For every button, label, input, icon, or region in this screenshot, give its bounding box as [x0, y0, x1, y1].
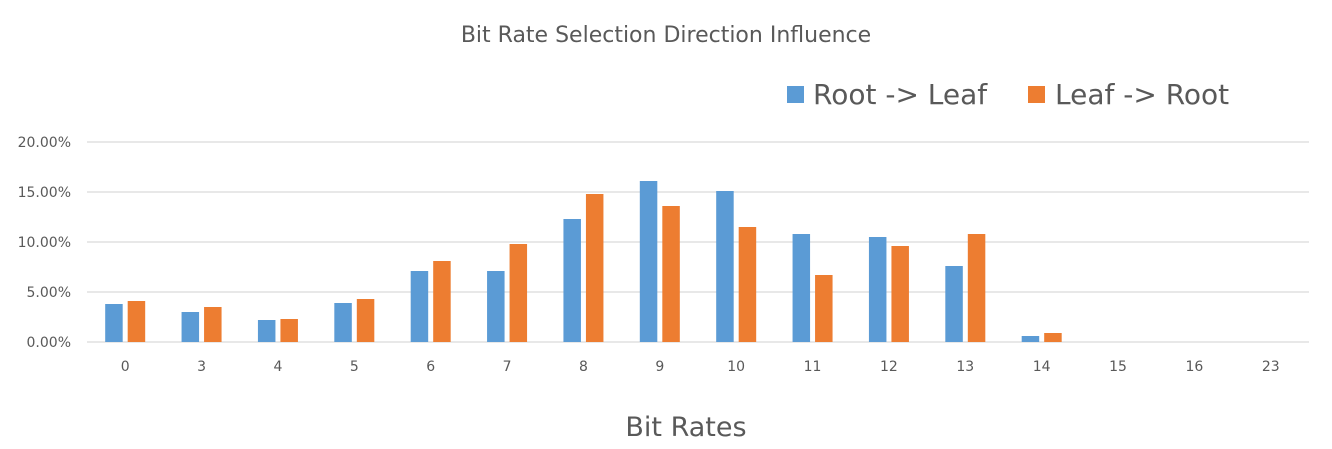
legend-label-leaf-to-root: Leaf -> Root — [1055, 78, 1229, 111]
bar-root-to-leaf — [181, 312, 200, 342]
bar-leaf-to-root — [127, 301, 146, 342]
bar-root-to-leaf — [105, 304, 123, 342]
x-tick-label: 15 — [1109, 359, 1127, 375]
x-axis-label: Bit Rates — [625, 412, 746, 443]
bar-leaf-to-root — [585, 194, 604, 342]
x-tick-label: 7 — [503, 359, 512, 375]
x-tick-label: 8 — [579, 359, 588, 375]
x-tick-label: 12 — [880, 359, 898, 375]
bar-root-to-leaf — [410, 271, 429, 342]
y-axis-tick-labels: 0.00% 5.00% 10.00% 15.00% 20.00% — [18, 135, 71, 351]
gridlines — [87, 141, 1309, 343]
bar-root-to-leaf — [868, 237, 887, 342]
bar-leaf-to-root — [1044, 333, 1062, 342]
bar-root-to-leaf — [1021, 336, 1040, 342]
x-tick-label: 9 — [655, 359, 664, 375]
bar-root-to-leaf — [334, 303, 352, 342]
x-tick-label: 10 — [727, 359, 745, 375]
x-tick-label: 6 — [426, 359, 435, 375]
bar-root-to-leaf — [639, 181, 658, 342]
legend-label-root-to-leaf: Root -> Leaf — [813, 78, 988, 111]
legend-swatch-root-to-leaf — [787, 86, 804, 103]
y-tick-label: 5.00% — [27, 285, 71, 301]
legend: Root -> Leaf Leaf -> Root — [787, 78, 1229, 111]
y-tick-label: 10.00% — [18, 235, 71, 251]
legend-item-leaf-to-root: Leaf -> Root — [1028, 78, 1229, 111]
chart-title: Bit Rate Selection Direction Influence — [461, 23, 871, 48]
y-tick-label: 20.00% — [18, 135, 71, 151]
y-tick-label: 0.00% — [27, 335, 71, 351]
bars — [105, 181, 1062, 342]
x-tick-label: 3 — [197, 359, 206, 375]
legend-swatch-leaf-to-root — [1028, 86, 1045, 103]
bar-leaf-to-root — [662, 206, 680, 342]
bar-root-to-leaf — [792, 234, 811, 342]
x-tick-label: 14 — [1033, 359, 1051, 375]
x-tick-label: 5 — [350, 359, 359, 375]
x-axis-tick-labels: 0 3 4 5 6 7 8 9 10 11 12 13 14 15 16 23 — [121, 359, 1280, 375]
bar-leaf-to-root — [509, 244, 528, 342]
x-tick-label: 23 — [1262, 359, 1280, 375]
bar-root-to-leaf — [945, 266, 963, 342]
bar-leaf-to-root — [356, 299, 375, 342]
bar-leaf-to-root — [967, 234, 986, 342]
bar-root-to-leaf — [257, 320, 276, 342]
bar-leaf-to-root — [204, 307, 222, 342]
legend-item-root-to-leaf: Root -> Leaf — [787, 78, 988, 111]
bar-root-to-leaf — [563, 219, 581, 342]
bar-leaf-to-root — [280, 319, 298, 342]
y-tick-label: 15.00% — [18, 185, 71, 201]
bar-root-to-leaf — [487, 271, 505, 342]
bar-leaf-to-root — [738, 227, 757, 342]
x-tick-label: 16 — [1186, 359, 1204, 375]
bar-leaf-to-root — [891, 246, 909, 342]
bar-leaf-to-root — [433, 261, 451, 342]
x-tick-label: 0 — [121, 359, 130, 375]
bar-leaf-to-root — [815, 275, 833, 342]
bar-root-to-leaf — [716, 191, 734, 342]
x-tick-label: 11 — [804, 359, 822, 375]
x-tick-label: 4 — [273, 359, 282, 375]
x-tick-label: 13 — [956, 359, 974, 375]
